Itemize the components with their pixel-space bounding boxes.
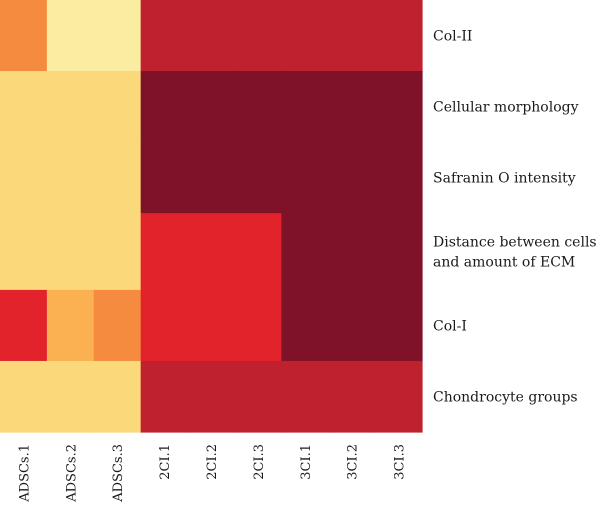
heatmap-cell (234, 289, 282, 362)
heatmap-cell (140, 0, 189, 72)
heatmap-cell (281, 360, 329, 433)
heatmap-cell (328, 71, 376, 143)
heatmap-cell (234, 360, 282, 433)
heatmap-cell (93, 289, 142, 362)
heatmap-cell (375, 289, 423, 362)
heatmap-cell (93, 213, 142, 291)
heatmap-cell (281, 213, 329, 291)
column-label: ADSCs.3 (111, 444, 126, 503)
column-label: 3CI.1 (299, 444, 314, 480)
heatmap-cell (234, 213, 282, 291)
heatmap-cell (375, 142, 423, 214)
row-label: Distance between cells and amount of ECM (433, 235, 597, 271)
heatmap-cell (187, 142, 236, 214)
row-label: Col-I (433, 318, 467, 334)
column-label: ADSCs.1 (17, 444, 32, 503)
heatmap-cell (46, 289, 95, 362)
heatmap-cell (328, 289, 376, 362)
column-label: 2CI.3 (252, 444, 267, 480)
heatmap-cell (328, 213, 376, 291)
heatmap-cell (93, 71, 142, 143)
heatmap-cell (46, 213, 95, 291)
row-label: Col-II (433, 29, 472, 45)
heatmap-cell (140, 360, 189, 433)
column-label: 2CI.1 (158, 444, 173, 480)
heatmap-cell (187, 213, 236, 291)
heatmap-cell (328, 360, 376, 433)
heatmap-cell (140, 289, 189, 362)
heatmap-cell (375, 213, 423, 291)
heatmap-cell (0, 0, 48, 72)
heatmap-cell (46, 71, 95, 143)
heatmap-cell (46, 142, 95, 214)
heatmap-cell (187, 289, 236, 362)
heatmap-cell (46, 360, 95, 433)
row-labels: Col-II Cellular morphology Safranin O inte… (433, 29, 597, 406)
heatmap-cell (46, 0, 95, 72)
heatmap-cell (140, 142, 189, 214)
heatmap-cell (234, 142, 282, 214)
heatmap-cell (375, 71, 423, 143)
column-label: 3CI.2 (346, 444, 361, 480)
heatmap-cell (234, 71, 282, 143)
heatmap-cell (187, 0, 236, 72)
heatmap-cell (0, 142, 48, 214)
heatmap-cell (0, 360, 48, 433)
heatmap-cell (375, 360, 423, 433)
heatmap-cell (281, 0, 329, 72)
heatmap-cell (0, 71, 48, 143)
heatmap-cells (0, 0, 423, 433)
heatmap-cell (0, 213, 48, 291)
column-labels: ADSCs.1 ADSCs.2 ADSCs.3 2CI.1 2CI.2 2CI.3 3CI.… (17, 444, 407, 503)
heatmap-cell (187, 71, 236, 143)
column-label: ADSCs.2 (64, 444, 79, 503)
heatmap-cell (140, 71, 189, 143)
column-label: 2CI.2 (205, 444, 220, 480)
row-label: Cellular morphology (433, 100, 579, 116)
heatmap-cell (281, 71, 329, 143)
heatmap-cell (375, 0, 423, 72)
heatmap-cell (328, 0, 376, 72)
heatmap-cell (93, 142, 142, 214)
heatmap-cell (187, 360, 236, 433)
heatmap-cell (234, 0, 282, 72)
heatmap-cell (93, 0, 142, 72)
heatmap-cell (140, 213, 189, 291)
heatmap-cell (0, 289, 48, 362)
heatmap-cell (281, 142, 329, 214)
row-label: Safranin O intensity (433, 171, 576, 187)
column-label: 3CI.3 (393, 444, 408, 480)
row-label: Chondrocyte groups (433, 389, 578, 405)
heatmap-cell (281, 289, 329, 362)
heatmap-cell (93, 360, 142, 433)
heatmap-cell (328, 142, 376, 214)
